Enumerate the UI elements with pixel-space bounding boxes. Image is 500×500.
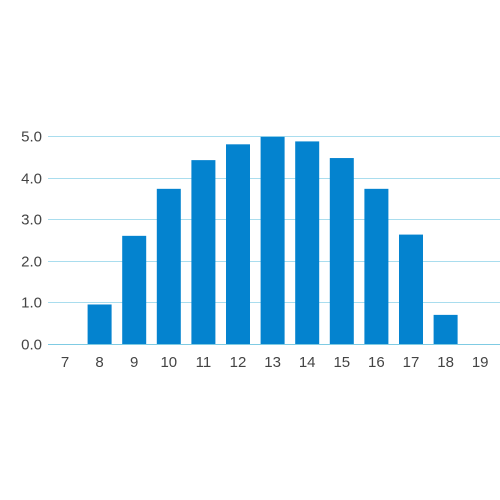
y-tick-label-3.0: 3.0 xyxy=(21,212,42,229)
bar-16 xyxy=(364,188,389,344)
y-tick-label-5.0: 5.0 xyxy=(21,129,42,146)
x-tick-label-12: 12 xyxy=(230,354,247,371)
x-tick-label-8: 8 xyxy=(95,354,103,371)
x-tick-label-15: 15 xyxy=(333,354,350,371)
bar-14 xyxy=(295,141,320,344)
x-tick-label-10: 10 xyxy=(160,354,177,371)
bar-18 xyxy=(433,314,458,344)
x-tick-label-17: 17 xyxy=(403,354,420,371)
bar-17 xyxy=(399,234,423,344)
x-tick-label-11: 11 xyxy=(196,354,212,371)
y-tick-label-1.0: 1.0 xyxy=(21,295,42,312)
bar-10 xyxy=(156,188,181,344)
x-tick-label-13: 13 xyxy=(264,354,281,371)
bar-9 xyxy=(122,235,147,344)
y-axis-tick-labels: 0.0 1.0 2.0 3.0 4.0 5.0 xyxy=(21,129,42,354)
x-tick-label-9: 9 xyxy=(130,354,138,371)
y-tick-label-4.0: 4.0 xyxy=(21,171,42,188)
y-tick-label-0.0: 0.0 xyxy=(21,337,42,354)
bar-15 xyxy=(329,158,354,344)
y-tick-label-2.0: 2.0 xyxy=(21,254,42,271)
x-tick-label-19: 19 xyxy=(472,354,489,371)
x-tick-label-18: 18 xyxy=(437,354,454,371)
x-tick-label-14: 14 xyxy=(299,354,316,371)
bar-8 xyxy=(87,304,112,344)
bar-12 xyxy=(226,144,250,344)
bars xyxy=(87,136,458,344)
x-tick-label-7: 7 xyxy=(61,354,69,371)
x-tick-label-16: 16 xyxy=(368,354,385,371)
bar-13 xyxy=(260,136,285,344)
bar-11 xyxy=(191,160,216,344)
x-axis-tick-labels: 7 8 9 10 11 12 13 14 15 16 17 18 19 xyxy=(61,354,489,371)
